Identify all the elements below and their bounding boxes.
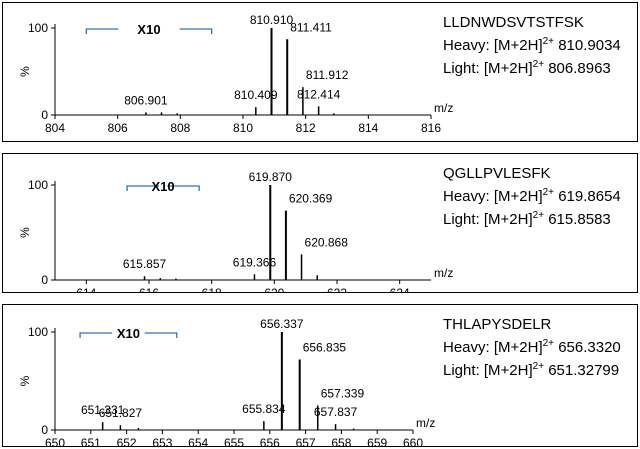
zoom-bracket-left	[79, 332, 113, 338]
heavy-ion-charge: 2+	[542, 36, 555, 47]
peak-label: 810.910	[250, 13, 294, 27]
heavy-ion-charge: 2+	[542, 338, 555, 349]
x-tick-label: 814	[358, 121, 378, 135]
x-tick-label: 656	[260, 436, 280, 446]
zoom-label: X10	[152, 179, 175, 194]
x-tick-label: 620	[264, 286, 284, 292]
light-ion-mz: 806.8963	[544, 60, 611, 77]
y-tick-label: 100	[28, 178, 48, 192]
x-tick-label: 654	[188, 436, 208, 446]
peak-label: 655.834	[242, 402, 286, 416]
light-ion-line: Light: [M+2H]2+ 806.8963	[443, 57, 621, 80]
x-tick-label: 624	[390, 286, 410, 292]
heavy-ion-line: Heavy: [M+2H]2+ 810.9034	[443, 34, 621, 57]
peak-label: 651.331	[81, 403, 125, 417]
peptide-sequence: THLAPYSDELR	[443, 316, 552, 333]
zoom-label: X10	[137, 22, 160, 37]
zoom-bracket-right	[144, 332, 178, 338]
light-ion-charge: 2+	[532, 361, 545, 372]
heavy-ion-prefix: Heavy: [M+2H]	[443, 37, 543, 54]
y-axis-label: %	[18, 66, 32, 77]
x-tick-label: 810	[233, 121, 253, 135]
y-tick-label: 0	[41, 273, 48, 287]
x-axis-label: m/z	[434, 101, 453, 115]
heavy-ion-prefix: Heavy: [M+2H]	[443, 339, 543, 356]
x-tick-label: 614	[76, 286, 96, 292]
light-ion-line: Light: [M+2H]2+ 615.8583	[443, 208, 621, 231]
y-tick-label: 100	[28, 21, 48, 35]
x-tick-label: 808	[170, 121, 190, 135]
peak-label: 810.409	[234, 88, 278, 102]
heavy-ion-mz: 656.3320	[554, 339, 621, 356]
peak-label: 657.837	[314, 405, 358, 419]
x-tick-label: 816	[421, 121, 441, 135]
light-ion-prefix: Light: [M+2H]	[443, 60, 533, 77]
peptide-info: QGLLPVLESFK Heavy: [M+2H]2+ 619.8654 Lig…	[443, 162, 621, 231]
y-tick-label: 100	[28, 325, 48, 339]
x-tick-label: 650	[45, 436, 65, 446]
zoom-bracket-right	[179, 28, 213, 34]
light-ion-mz: 651.32799	[544, 362, 620, 379]
light-ion-mz: 615.8583	[544, 211, 611, 228]
peak-label: 656.337	[260, 317, 304, 331]
peak-label: 806.901	[124, 93, 168, 107]
peak-label: 620.369	[289, 192, 333, 206]
light-ion-prefix: Light: [M+2H]	[443, 211, 533, 228]
x-tick-label: 657	[296, 436, 316, 446]
x-axis-label: m/z	[416, 416, 435, 430]
light-ion-line: Light: [M+2H]2+ 651.32799	[443, 359, 621, 382]
peak-label: 615.857	[123, 257, 167, 271]
peak-label: 619.870	[249, 170, 293, 184]
peak-label: 651.827	[99, 406, 143, 420]
x-tick-label: 653	[152, 436, 172, 446]
x-tick-label: 812	[296, 121, 316, 135]
peak-label: 657.339	[321, 387, 365, 401]
zoom-bracket-left	[126, 185, 160, 191]
x-axis-label: m/z	[434, 266, 453, 280]
peak-label: 811.912	[306, 68, 349, 82]
heavy-ion-mz: 619.8654	[554, 188, 621, 205]
spectrum-chart: 804 806 808 810 812 814 816 0 100% m/z X10 806.901 8…	[18, 13, 453, 135]
x-tick-label: 652	[117, 436, 137, 446]
peak-label: 620.868	[305, 235, 349, 249]
x-tick-label: 804	[45, 121, 65, 135]
x-tick-label: 618	[202, 286, 222, 292]
heavy-ion-mz: 810.9034	[554, 37, 621, 54]
peptide-info: THLAPYSDELR Heavy: [M+2H]2+ 656.3320 Lig…	[443, 313, 621, 382]
zoom-bracket-left	[85, 28, 119, 34]
y-tick-label: 0	[41, 108, 48, 122]
peptide-sequence: QGLLPVLESFK	[443, 165, 551, 182]
light-ion-prefix: Light: [M+2H]	[443, 362, 533, 379]
spectrum-chart: 614 616 618 620 622 624 0 100% m/z X10 615.857 619.…	[18, 170, 453, 292]
peak-label: 619.366	[233, 255, 277, 269]
light-ion-charge: 2+	[532, 210, 545, 221]
zoom-bracket-right	[167, 185, 200, 191]
peak-label: 812.414	[297, 87, 341, 101]
x-tick-label: 622	[327, 286, 347, 292]
zoom-label: X10	[117, 326, 140, 341]
x-tick-label: 651	[81, 436, 101, 446]
light-ion-charge: 2+	[532, 59, 545, 70]
peptide-info: LLDNWDSVTSTFSK Heavy: [M+2H]2+ 810.9034 …	[443, 11, 621, 80]
heavy-ion-line: Heavy: [M+2H]2+ 619.8654	[443, 185, 621, 208]
y-axis-label: %	[18, 375, 32, 386]
peak-label: 656.835	[303, 340, 347, 354]
peak-label: 811.411	[290, 20, 332, 34]
heavy-ion-line: Heavy: [M+2H]2+ 656.3320	[443, 336, 621, 359]
y-axis-label: %	[18, 227, 32, 238]
heavy-ion-charge: 2+	[542, 187, 555, 198]
spectrum-panel: 804 806 808 810 812 814 816 0 100% m/z X10 806.901 8…	[2, 2, 638, 142]
x-tick-label: 660	[403, 436, 423, 446]
spectrum-panel: 614 616 618 620 622 624 0 100% m/z X10 615.857 619.…	[2, 153, 638, 293]
peptide-sequence: LLDNWDSVTSTFSK	[443, 14, 584, 31]
x-tick-label: 658	[331, 436, 351, 446]
spectrum-chart: 650 651 652 653 654 655 656 657 658 659 660 0 100% m/…	[18, 317, 435, 446]
heavy-ion-prefix: Heavy: [M+2H]	[443, 188, 543, 205]
x-tick-label: 659	[367, 436, 387, 446]
x-tick-label: 616	[139, 286, 159, 292]
x-tick-label: 655	[224, 436, 244, 446]
spectrum-panel: 650 651 652 653 654 655 656 657 658 659 660 0 100% m/…	[2, 304, 638, 447]
x-tick-label: 806	[108, 121, 128, 135]
y-tick-label: 0	[41, 423, 48, 437]
